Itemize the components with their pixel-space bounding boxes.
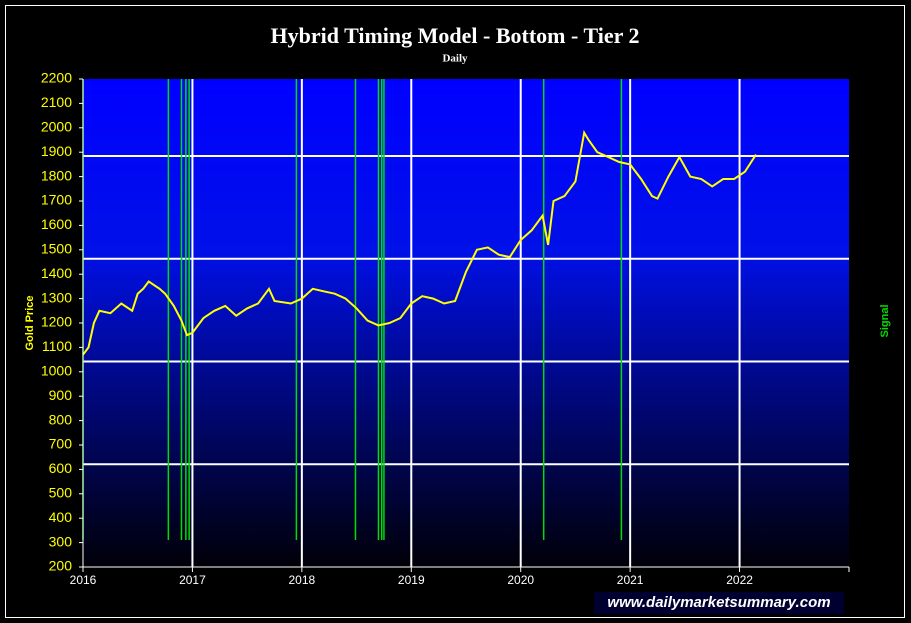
y-tick-label: 500 — [49, 485, 73, 501]
price-line — [82, 129, 757, 356]
y-tick-label: 2200 — [41, 70, 72, 86]
y-tick-label: 800 — [49, 411, 73, 427]
y-tick-label: 300 — [49, 533, 73, 549]
y-tick-label: 1400 — [41, 265, 72, 281]
y-tick-label: 200 — [49, 558, 73, 574]
y-tick-label: 1900 — [41, 143, 72, 159]
y-tick-label: 2100 — [41, 94, 72, 110]
x-tick-label: 2019 — [398, 573, 425, 587]
chart-title: Hybrid Timing Model - Bottom - Tier 2 — [271, 23, 640, 48]
y-tick-label: 1000 — [41, 363, 72, 379]
y-tick-label: 1600 — [41, 216, 72, 232]
y-tick-label: 1700 — [41, 192, 72, 208]
y-tick-label: 1800 — [41, 167, 72, 183]
y-tick-label: 1100 — [42, 338, 72, 354]
y-tick-label: 1200 — [41, 314, 72, 330]
plot-area — [83, 79, 849, 567]
y-axis-label: Gold Price — [24, 295, 36, 350]
y-tick-label: 700 — [49, 436, 73, 452]
watermark: www.dailymarketsummary.com — [607, 594, 830, 611]
y-tick-label: 900 — [49, 387, 73, 403]
x-tick-label: 2022 — [726, 573, 753, 587]
y-tick-label: 1300 — [41, 289, 72, 305]
x-tick-label: 2016 — [70, 573, 97, 587]
x-tick-label: 2017 — [179, 573, 206, 587]
y2-axis-label: Signal — [879, 304, 891, 337]
y-tick-label: 1500 — [41, 241, 72, 257]
chart-subtitle: Daily — [442, 53, 468, 65]
x-tick-label: 2018 — [289, 573, 316, 587]
y-tick-label: 2000 — [41, 119, 72, 135]
y-tick-label: 400 — [49, 509, 73, 525]
frame — [5, 5, 905, 618]
y-tick-label: 600 — [49, 460, 73, 476]
x-tick-label: 2020 — [507, 573, 534, 587]
x-tick-label: 2021 — [617, 573, 644, 587]
watermark-bg — [594, 592, 844, 614]
